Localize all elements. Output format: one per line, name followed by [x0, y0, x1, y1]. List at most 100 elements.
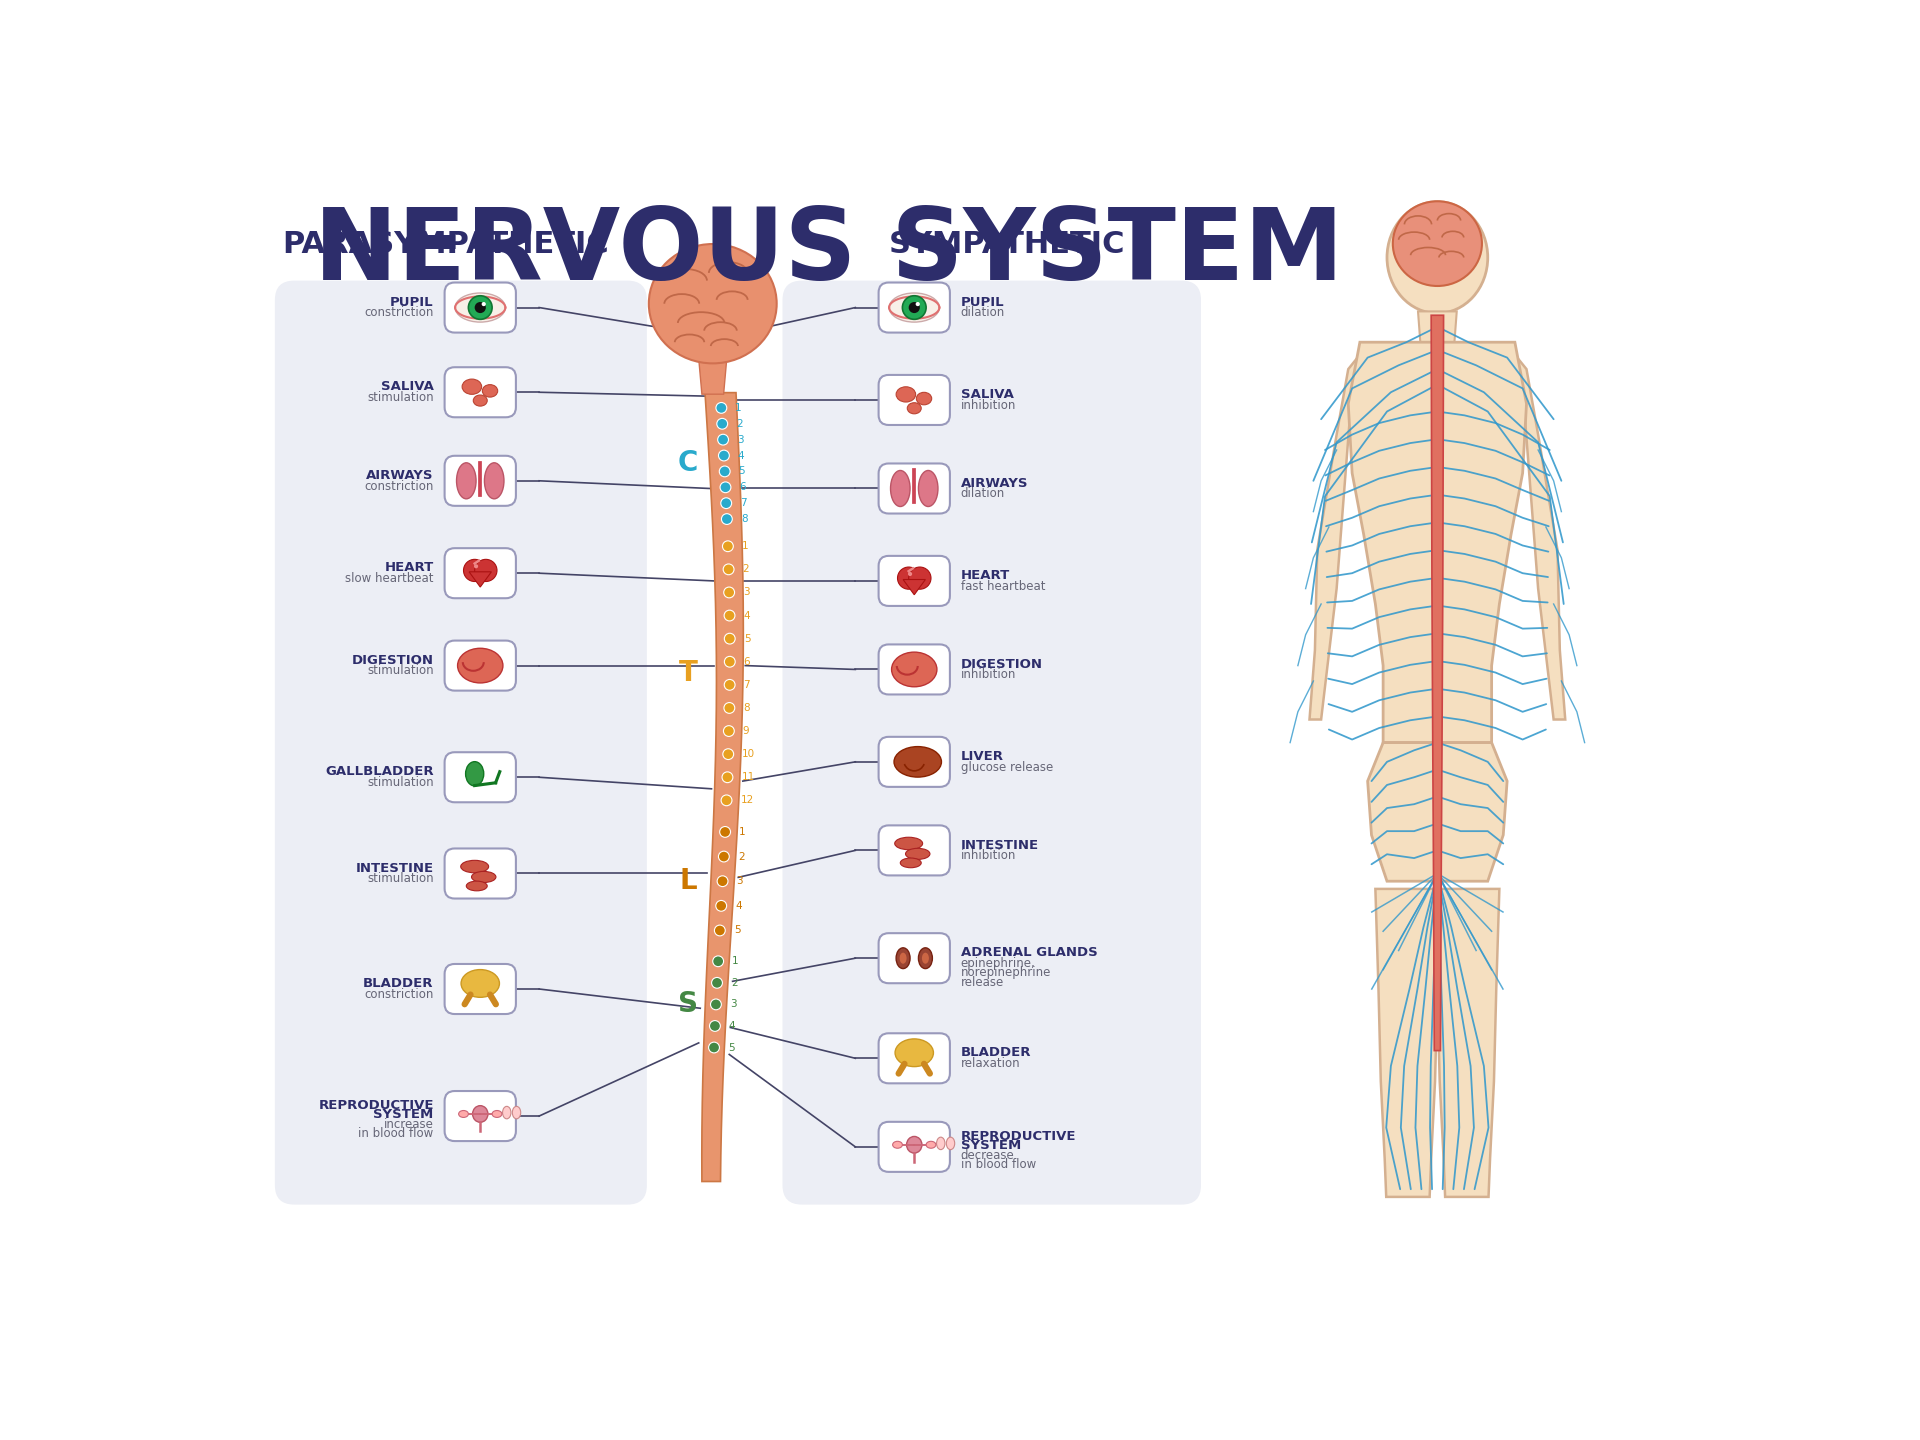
Circle shape — [482, 302, 486, 307]
Text: 1: 1 — [741, 541, 749, 552]
Circle shape — [474, 564, 478, 569]
Text: SALIVA: SALIVA — [380, 380, 434, 393]
Text: dilation: dilation — [960, 307, 1004, 320]
Ellipse shape — [900, 953, 906, 963]
Ellipse shape — [937, 1138, 945, 1149]
Circle shape — [718, 876, 728, 887]
Ellipse shape — [895, 837, 924, 850]
FancyBboxPatch shape — [879, 933, 950, 984]
Ellipse shape — [513, 1106, 520, 1119]
Text: AIRWAYS: AIRWAYS — [960, 477, 1029, 490]
Ellipse shape — [482, 384, 497, 397]
Text: L: L — [680, 867, 697, 896]
Ellipse shape — [467, 881, 488, 891]
Ellipse shape — [467, 762, 484, 786]
FancyBboxPatch shape — [275, 281, 647, 1205]
Text: stimulation: stimulation — [367, 664, 434, 677]
Circle shape — [724, 588, 735, 598]
Circle shape — [722, 749, 733, 759]
Text: NERVOUS SYSTEM: NERVOUS SYSTEM — [315, 203, 1344, 301]
Text: 6: 6 — [739, 482, 747, 492]
Ellipse shape — [1386, 202, 1488, 314]
Text: SYMPATHETIC: SYMPATHETIC — [889, 230, 1125, 259]
Text: ADRENAL GLANDS: ADRENAL GLANDS — [960, 946, 1098, 959]
Circle shape — [722, 541, 733, 552]
Text: fast heartbeat: fast heartbeat — [960, 580, 1044, 593]
Ellipse shape — [895, 1038, 933, 1067]
FancyBboxPatch shape — [445, 367, 516, 418]
Text: GALLBLADDER: GALLBLADDER — [324, 765, 434, 779]
Text: REPRODUCTIVE: REPRODUCTIVE — [319, 1099, 434, 1112]
Text: stimulation: stimulation — [367, 392, 434, 405]
Ellipse shape — [900, 858, 922, 868]
Ellipse shape — [906, 848, 929, 860]
Circle shape — [720, 482, 732, 492]
Circle shape — [902, 295, 925, 320]
Text: relaxation: relaxation — [960, 1057, 1020, 1070]
Ellipse shape — [461, 969, 499, 998]
Text: 6: 6 — [743, 657, 751, 667]
Polygon shape — [699, 360, 726, 395]
Text: S: S — [678, 991, 699, 1018]
Text: 9: 9 — [743, 726, 749, 736]
Text: 5: 5 — [743, 634, 751, 644]
Text: stimulation: stimulation — [367, 776, 434, 789]
Polygon shape — [1434, 888, 1500, 1197]
FancyBboxPatch shape — [783, 281, 1202, 1205]
Ellipse shape — [893, 1142, 902, 1148]
Ellipse shape — [918, 471, 939, 507]
Ellipse shape — [891, 471, 910, 507]
Circle shape — [708, 1043, 720, 1053]
Circle shape — [712, 978, 722, 988]
Circle shape — [718, 851, 730, 863]
FancyBboxPatch shape — [879, 1122, 950, 1172]
Text: C: C — [678, 449, 699, 478]
Ellipse shape — [897, 387, 916, 402]
Polygon shape — [1419, 311, 1457, 343]
Text: PUPIL: PUPIL — [390, 295, 434, 308]
Circle shape — [916, 302, 920, 307]
FancyBboxPatch shape — [879, 374, 950, 425]
Text: INTESTINE: INTESTINE — [355, 861, 434, 874]
Text: DIGESTION: DIGESTION — [351, 654, 434, 667]
Text: 3: 3 — [743, 588, 749, 598]
FancyBboxPatch shape — [445, 848, 516, 899]
FancyBboxPatch shape — [445, 282, 516, 333]
Circle shape — [474, 302, 486, 312]
Ellipse shape — [492, 1110, 501, 1117]
Circle shape — [712, 956, 724, 966]
FancyBboxPatch shape — [445, 963, 516, 1014]
Polygon shape — [1367, 743, 1507, 881]
Text: 3: 3 — [737, 876, 743, 886]
Text: BLADDER: BLADDER — [363, 978, 434, 991]
Circle shape — [720, 498, 732, 508]
Ellipse shape — [895, 746, 941, 778]
Circle shape — [724, 680, 735, 690]
Circle shape — [908, 567, 931, 589]
Circle shape — [724, 703, 735, 713]
Text: 4: 4 — [730, 1021, 735, 1031]
Ellipse shape — [916, 392, 931, 405]
Polygon shape — [1375, 888, 1440, 1197]
Text: REPRODUCTIVE: REPRODUCTIVE — [960, 1129, 1077, 1142]
FancyBboxPatch shape — [445, 456, 516, 505]
Text: 7: 7 — [743, 680, 751, 690]
FancyBboxPatch shape — [445, 641, 516, 691]
Polygon shape — [1511, 350, 1565, 720]
Text: 2: 2 — [737, 851, 745, 861]
FancyBboxPatch shape — [879, 282, 950, 333]
Ellipse shape — [457, 462, 476, 498]
Circle shape — [724, 611, 735, 621]
Text: 7: 7 — [739, 498, 747, 508]
Ellipse shape — [908, 403, 922, 413]
Ellipse shape — [897, 948, 910, 969]
Polygon shape — [1430, 315, 1444, 1051]
Circle shape — [716, 900, 726, 912]
Circle shape — [724, 634, 735, 644]
Text: SALIVA: SALIVA — [960, 387, 1014, 402]
Text: T: T — [678, 660, 697, 687]
Ellipse shape — [891, 652, 937, 687]
Ellipse shape — [918, 948, 933, 969]
Text: 4: 4 — [737, 451, 745, 461]
Text: 4: 4 — [735, 901, 741, 912]
